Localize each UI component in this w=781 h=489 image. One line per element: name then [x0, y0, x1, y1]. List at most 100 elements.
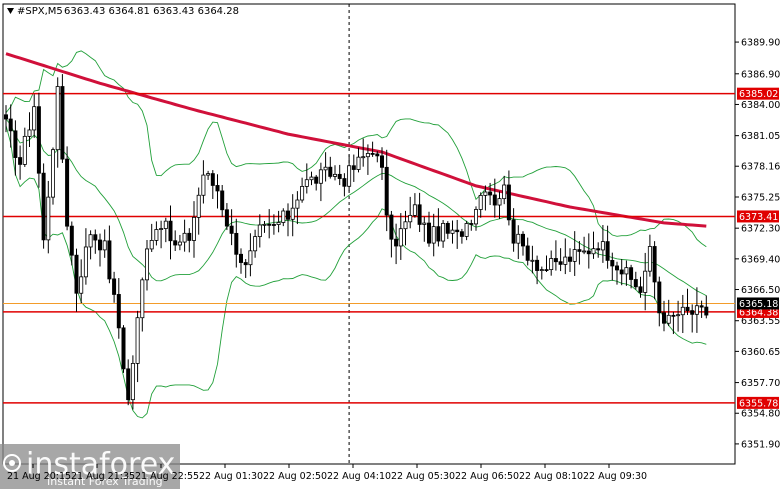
candle — [521, 231, 526, 256]
candle-body — [51, 149, 56, 198]
candle-body — [337, 173, 342, 179]
candle — [229, 209, 234, 246]
candle — [126, 359, 131, 406]
candle — [633, 271, 638, 290]
candle — [384, 149, 389, 232]
candle — [285, 203, 290, 237]
candle — [69, 221, 74, 266]
candle-body — [384, 166, 389, 216]
candle-body — [356, 156, 361, 170]
candle — [318, 162, 323, 202]
candle-body — [36, 106, 41, 174]
candle — [347, 154, 352, 192]
candle-body — [173, 240, 178, 246]
symbol-label: #SPX,M5 — [17, 6, 63, 17]
candle-body — [483, 191, 488, 196]
candle-body — [558, 261, 563, 265]
candle-body — [365, 153, 370, 158]
candle-body — [74, 254, 79, 294]
candle — [342, 173, 347, 197]
candle — [41, 163, 46, 249]
candle-body — [568, 256, 573, 262]
candle-body — [154, 229, 159, 241]
candle — [417, 192, 422, 232]
candle-body — [215, 185, 220, 192]
candle — [643, 252, 648, 311]
candle-body — [436, 226, 441, 242]
candle — [662, 300, 667, 332]
candle — [135, 310, 140, 383]
bollinger-upper-band — [5, 50, 707, 248]
candle-body — [685, 306, 690, 312]
candle — [671, 311, 676, 335]
candle — [102, 229, 107, 258]
candle-body — [610, 260, 615, 267]
watermark-background — [0, 444, 180, 489]
candle — [309, 171, 314, 186]
watermark-brand: instaforex — [26, 447, 175, 482]
bollinger-middle-band — [5, 118, 707, 296]
candle — [201, 160, 206, 204]
candle-body — [506, 184, 511, 221]
candle-body — [666, 314, 671, 324]
candle-body — [13, 130, 18, 158]
level-price-tag-background — [737, 396, 779, 409]
candle-body — [107, 240, 112, 280]
candle — [539, 266, 544, 280]
candle — [253, 229, 258, 258]
candle-body — [140, 279, 145, 319]
candle — [699, 300, 704, 318]
candle-body — [624, 267, 629, 275]
candle — [18, 145, 23, 180]
candle — [314, 174, 319, 191]
candle-body — [521, 233, 526, 247]
candle — [497, 191, 502, 219]
y-tick-label: 6357.70 — [741, 378, 780, 389]
candle — [704, 295, 709, 319]
ohlc-values: 6363.43 6364.81 6363.43 6364.28 — [64, 6, 239, 17]
candle-body — [582, 250, 587, 253]
candle-body — [229, 225, 234, 234]
candle — [51, 147, 56, 205]
candle-body — [4, 114, 9, 120]
candle — [13, 120, 18, 176]
candle — [60, 74, 65, 163]
candle-body — [98, 239, 103, 251]
candle-body — [478, 194, 483, 210]
candle — [356, 147, 361, 173]
candle-body — [267, 223, 272, 226]
candle — [445, 221, 450, 239]
horizontal-levels — [3, 92, 735, 404]
candle-body — [130, 363, 135, 401]
candle — [553, 240, 558, 271]
candle-body — [27, 129, 32, 137]
candle — [337, 164, 342, 186]
current-price-tag: 6365.18 — [739, 299, 778, 310]
candle-body — [328, 166, 333, 177]
candle-body — [417, 204, 422, 225]
candle-body — [65, 158, 70, 227]
candle — [149, 223, 154, 252]
candle-body — [497, 198, 502, 206]
candle — [506, 170, 511, 226]
candle-body — [41, 172, 46, 241]
candle — [450, 220, 455, 244]
x-tick-label: 22 Aug 04:10 — [327, 471, 391, 482]
candle — [464, 220, 469, 241]
moving-average — [5, 52, 707, 228]
candle-body — [572, 249, 577, 262]
candle — [163, 217, 168, 243]
candle-body — [234, 232, 239, 255]
candle — [248, 233, 253, 277]
candle — [389, 210, 394, 258]
candle — [154, 221, 159, 246]
x-tick-label: 22 Aug 08:10 — [519, 471, 583, 482]
candle — [568, 248, 573, 272]
level-price-tag: 6373.41 — [739, 212, 778, 223]
x-tick-label: 22 Aug 06:50 — [455, 471, 519, 482]
candle — [140, 277, 145, 332]
candle-body — [455, 229, 460, 233]
candle-body — [22, 135, 27, 165]
candle-body — [657, 281, 662, 314]
candles — [4, 74, 709, 410]
